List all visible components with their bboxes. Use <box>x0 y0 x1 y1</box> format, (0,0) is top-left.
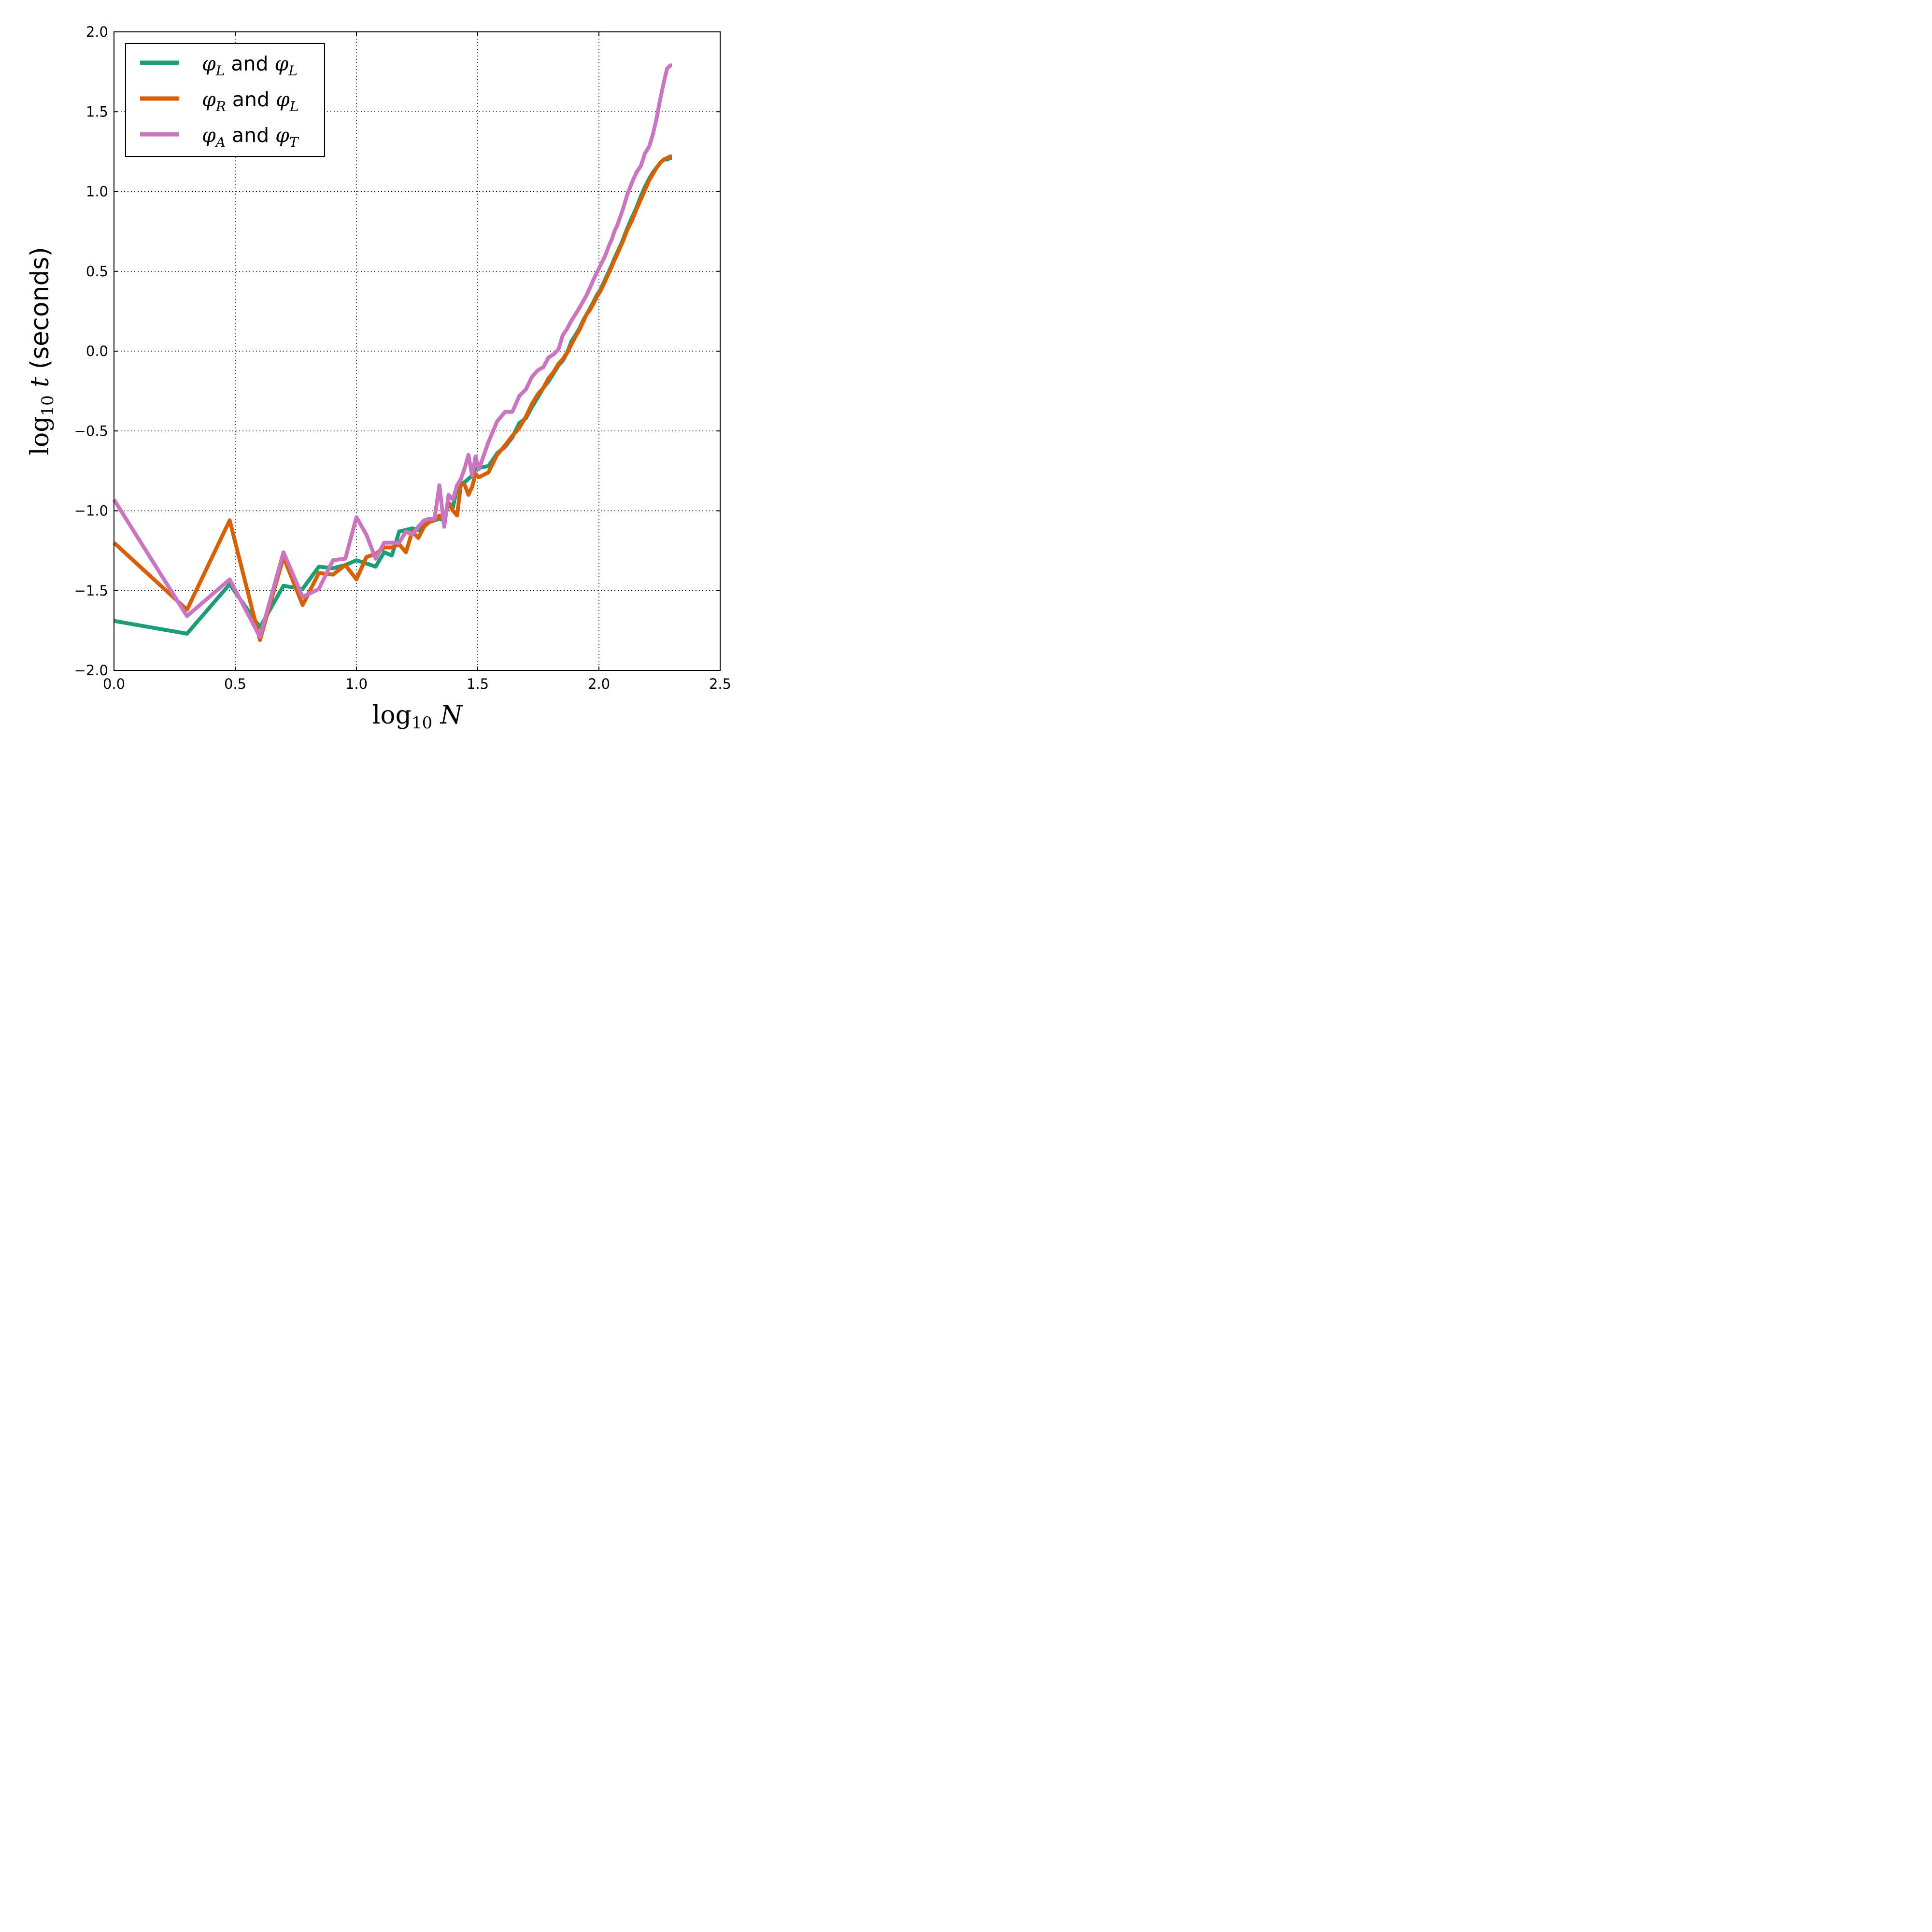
y-tick-label: −0.5 <box>74 423 108 439</box>
legend: φL and φL φR and φL φA and φT <box>125 43 325 157</box>
x-tick-label: 2.5 <box>709 676 731 692</box>
series-line-phiR-phiL <box>113 154 672 642</box>
x-tick-label: 2.0 <box>588 676 610 692</box>
y-tick-label: −1.0 <box>74 503 108 519</box>
y-tick-label: 2.0 <box>86 24 108 40</box>
legend-label-phiR-phiL: φR and φL <box>202 88 298 114</box>
y-tick-label: 0.5 <box>86 263 108 280</box>
ticks: 0.0 0.5 1.0 1.5 2.0 2.5 −2.0 −1.5 −1.0 −0.5 0.0 0.5… <box>74 24 731 692</box>
y-tick-label: −2.0 <box>74 662 108 679</box>
y-tick-label: 0.0 <box>86 343 108 359</box>
x-tick-label: 1.5 <box>467 676 489 692</box>
chart: 0.0 0.5 1.0 1.5 2.0 2.5 −2.0 −1.5 −1.0 −0.5 0.0 0.5… <box>26 24 731 733</box>
legend-label-phiA-phiT: φA and φT <box>202 124 299 150</box>
series-layer <box>112 63 672 642</box>
y-tick-label: −1.5 <box>74 582 108 599</box>
series-line-phiA-phiT <box>112 63 672 639</box>
legend-label-phiL-phiL: φL and φL <box>202 52 298 79</box>
x-axis-label: log10 N <box>372 701 463 733</box>
y-axis-label: log10 t (seconds) <box>26 247 57 455</box>
x-tick-label: 1.0 <box>345 676 368 692</box>
x-tick-label: 0.0 <box>103 676 125 692</box>
y-tick-label: 1.5 <box>86 103 108 120</box>
x-tick-label: 0.5 <box>224 676 246 692</box>
y-tick-label: 1.0 <box>86 184 108 200</box>
